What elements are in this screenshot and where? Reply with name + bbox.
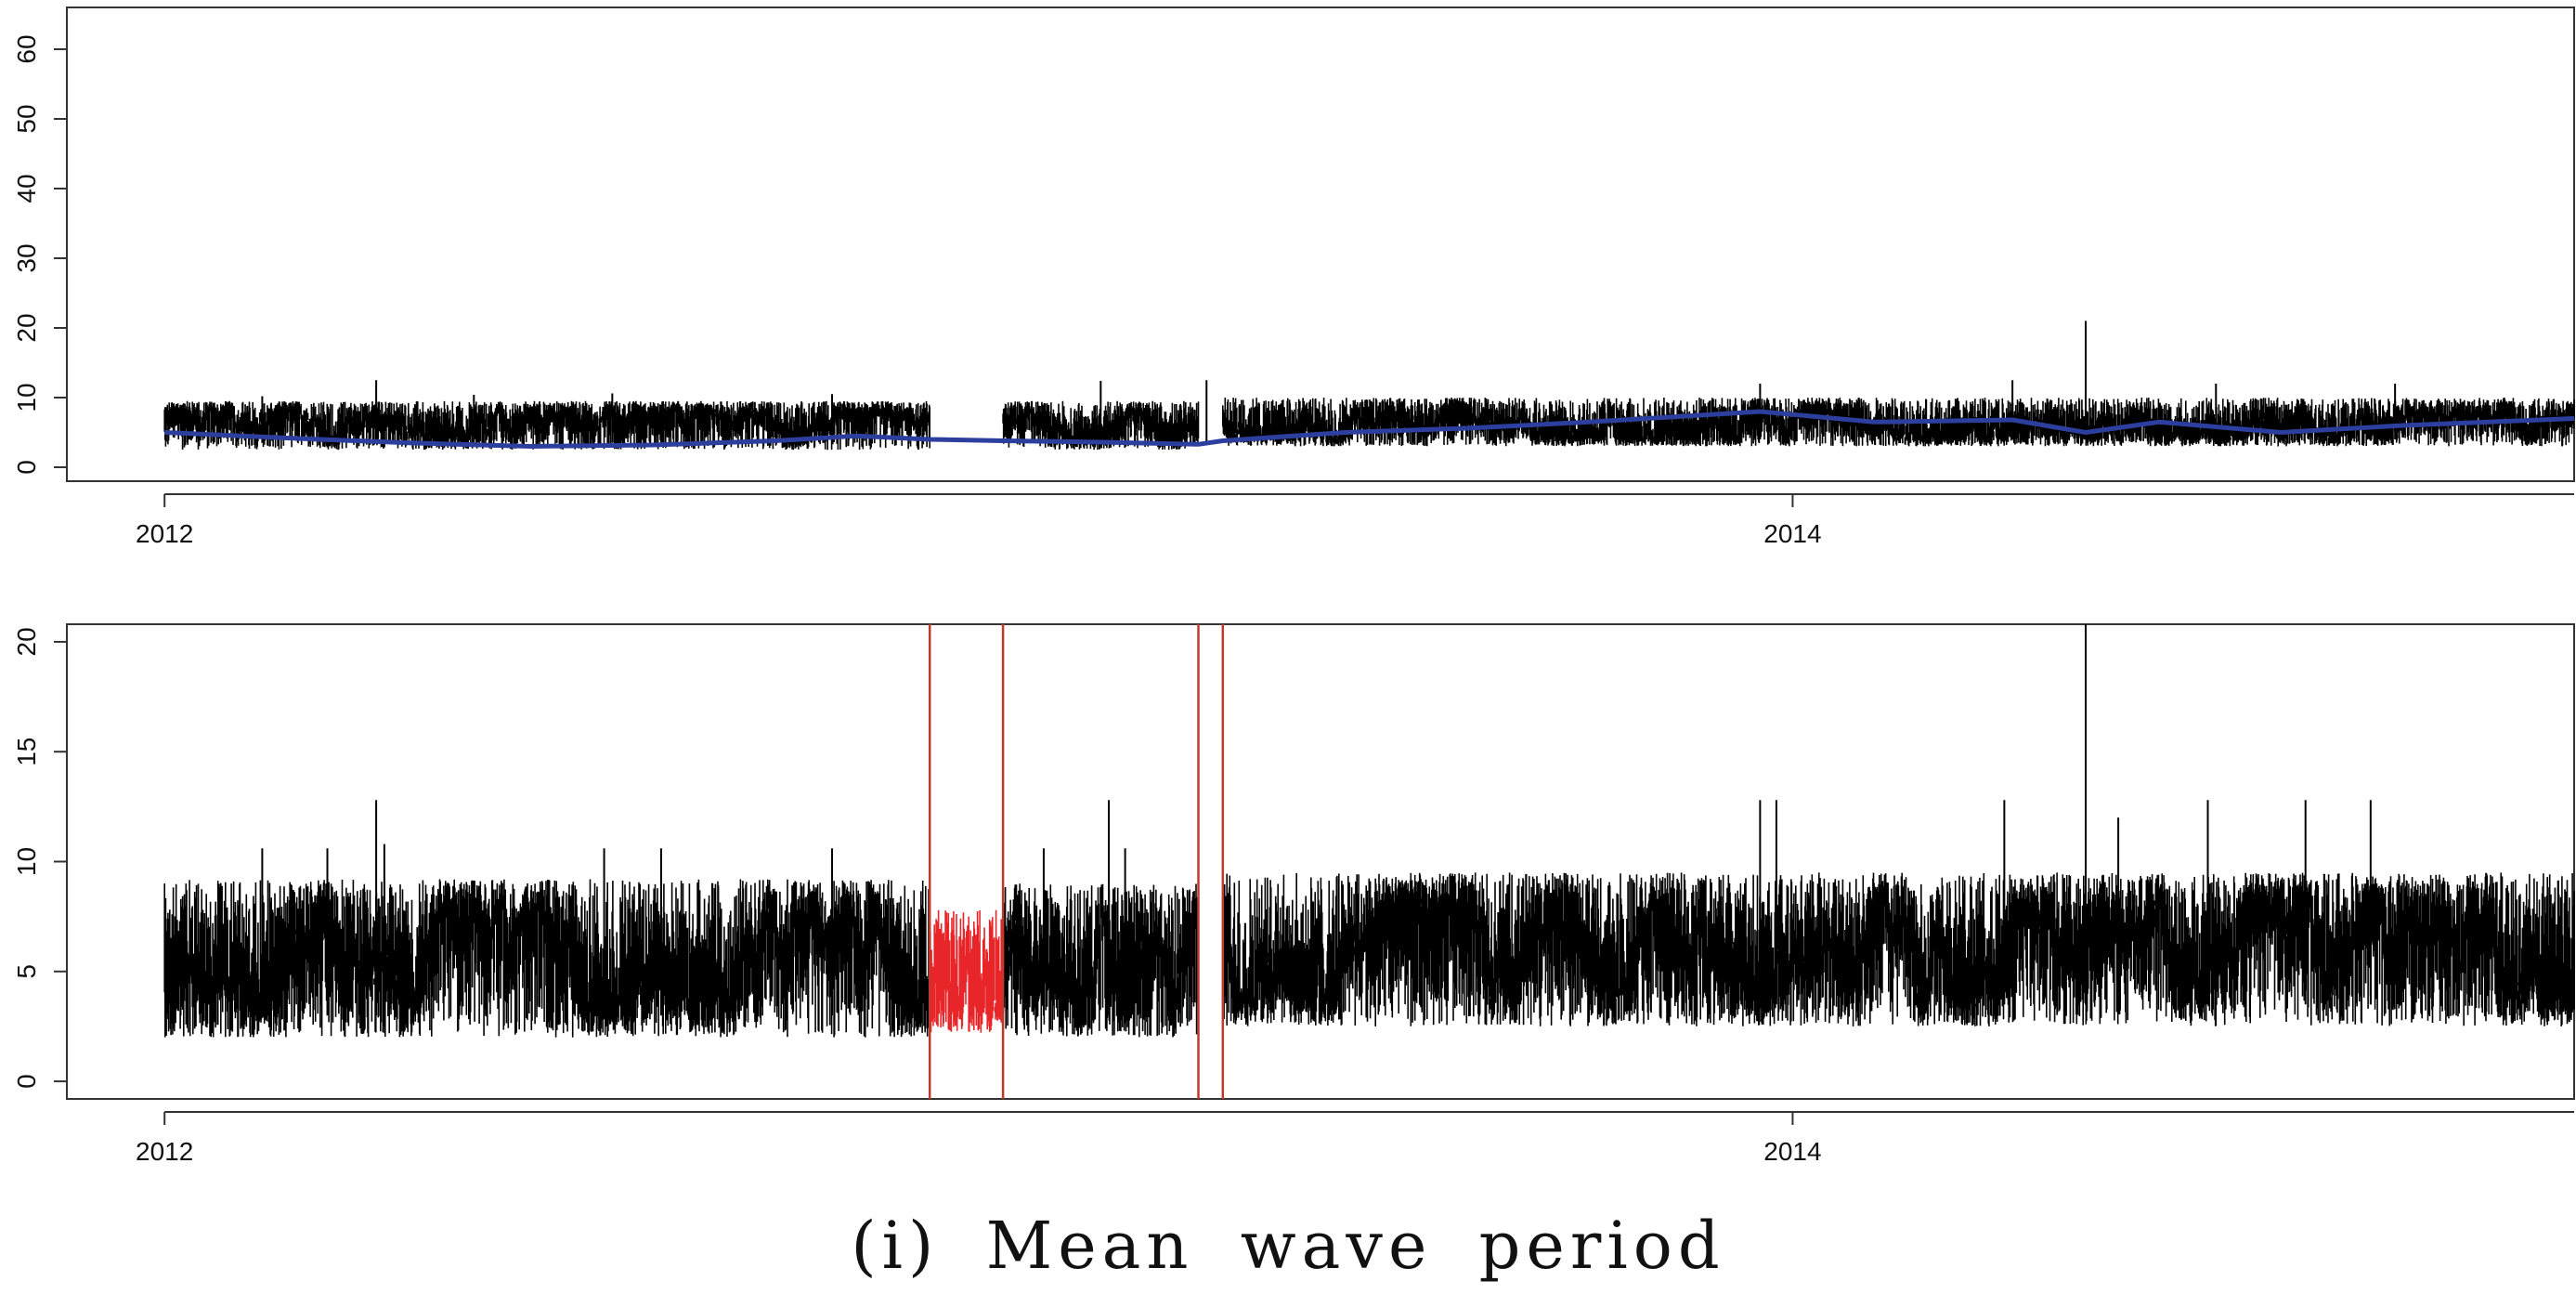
y-tick-label: 0 [12,460,41,475]
figure-caption: (i) Mean wave period [851,1208,1725,1284]
x-tick-label: 2014 [1763,519,1821,548]
bottom-panel: 0 5 10 15 20 2012 2014 [12,623,2575,1166]
y-tick-label: 20 [12,313,41,342]
y-tick-label: 10 [12,383,41,412]
y-tick-label: 15 [12,738,41,766]
y-tick-label: 60 [12,34,41,63]
series-band [163,879,930,1038]
y-tick-label: 20 [12,627,41,656]
top-panel: 0 10 20 30 40 50 60 2012 2014 [12,7,2575,548]
y-tick-label: 0 [12,1074,41,1089]
series-band [929,909,1004,1033]
y-tick-label: 50 [12,104,41,133]
y-tick-label: 10 [12,847,41,876]
series-band [163,400,930,451]
x-tick-label: 2012 [136,1137,193,1166]
x-tick-label: 2012 [136,519,193,548]
series-band [1002,883,1200,1038]
y-tick-label: 5 [12,964,41,979]
y-tick-label: 30 [12,243,41,272]
y-tick-label: 40 [12,174,41,203]
plot-frame [66,623,2575,1100]
plot-frame [66,7,2575,482]
smoothed-trend-line [164,409,2575,449]
x-tick-label: 2014 [1763,1137,1821,1166]
